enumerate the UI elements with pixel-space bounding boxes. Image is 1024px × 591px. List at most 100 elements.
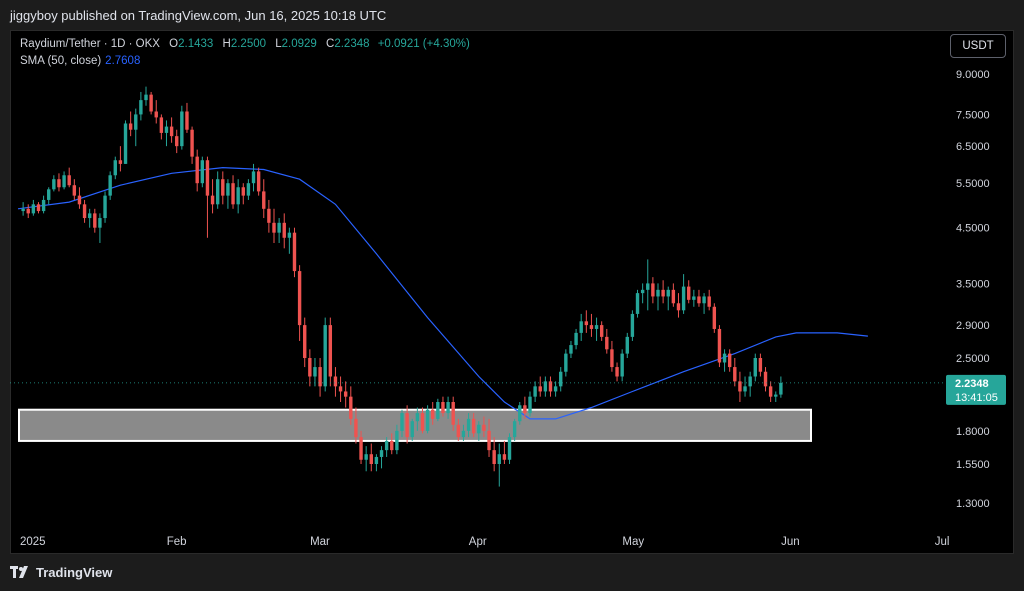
candle-body[interactable]	[594, 325, 599, 329]
candle-body[interactable]	[569, 345, 573, 354]
candle-body[interactable]	[205, 160, 210, 196]
candle-body[interactable]	[149, 94, 153, 112]
candle-body[interactable]	[308, 358, 312, 377]
candle-body[interactable]	[743, 386, 747, 392]
candle-body[interactable]	[461, 430, 466, 438]
candle-body[interactable]	[589, 325, 594, 329]
candle-body[interactable]	[512, 421, 517, 438]
candle-body[interactable]	[108, 175, 112, 196]
candle-body[interactable]	[727, 353, 732, 368]
candle-body[interactable]	[87, 213, 92, 219]
candle-body[interactable]	[374, 456, 379, 465]
candle-body[interactable]	[523, 405, 527, 414]
candle-body[interactable]	[72, 185, 77, 196]
candle-body[interactable]	[502, 454, 507, 460]
candle-body[interactable]	[482, 424, 486, 431]
candle-body[interactable]	[67, 175, 71, 186]
candle-body[interactable]	[722, 353, 727, 363]
candle-body[interactable]	[559, 371, 563, 387]
candle-body[interactable]	[349, 396, 353, 419]
candle-body[interactable]	[282, 222, 286, 238]
candle-body[interactable]	[471, 418, 476, 434]
candle-body[interactable]	[436, 402, 440, 419]
candle-body[interactable]	[303, 325, 307, 359]
candle-body[interactable]	[333, 376, 338, 387]
candle-body[interactable]	[451, 402, 455, 425]
candle-body[interactable]	[343, 391, 348, 397]
candle-body[interactable]	[748, 376, 752, 387]
chart-frame[interactable]	[10, 30, 1014, 554]
candle-body[interactable]	[768, 386, 773, 397]
candle-body[interactable]	[553, 386, 558, 392]
candle-body[interactable]	[400, 413, 404, 431]
candle-body[interactable]	[159, 117, 164, 133]
candle-body[interactable]	[487, 430, 491, 451]
candle-body[interactable]	[62, 175, 66, 188]
candle-body[interactable]	[36, 204, 41, 212]
candle-body[interactable]	[615, 367, 619, 377]
candle-body[interactable]	[466, 418, 471, 431]
candle-body[interactable]	[359, 437, 363, 460]
candle-body[interactable]	[287, 232, 292, 238]
candle-body[interactable]	[579, 321, 583, 333]
candle-body[interactable]	[779, 382, 783, 395]
candle-body[interactable]	[651, 283, 655, 297]
symbol-label[interactable]: Raydium/Tether · 1D · OKX	[20, 38, 160, 50]
candle-body[interactable]	[195, 156, 199, 184]
candle-body[interactable]	[128, 123, 133, 130]
candle-body[interactable]	[518, 405, 522, 422]
candle-body[interactable]	[656, 289, 660, 297]
candle-body[interactable]	[646, 283, 650, 290]
candle-body[interactable]	[431, 409, 435, 419]
candle-body[interactable]	[390, 440, 394, 451]
candle-body[interactable]	[574, 332, 578, 346]
candle-body[interactable]	[57, 179, 61, 188]
candle-body[interactable]	[564, 353, 568, 372]
candle-body[interactable]	[154, 111, 158, 118]
candle-body[interactable]	[139, 100, 143, 115]
candle-body[interactable]	[620, 353, 624, 377]
candle-body[interactable]	[200, 160, 205, 184]
candle-body[interactable]	[707, 296, 711, 307]
candle-body[interactable]	[533, 386, 537, 397]
candle-body[interactable]	[676, 303, 681, 311]
candle-body[interactable]	[492, 450, 496, 465]
candle-body[interactable]	[180, 111, 184, 147]
candle-body[interactable]	[410, 421, 414, 438]
candle-body[interactable]	[144, 94, 148, 101]
candle-body[interactable]	[262, 191, 266, 209]
candle-body[interactable]	[21, 208, 25, 212]
candle-body[interactable]	[210, 195, 215, 205]
candle-body[interactable]	[134, 114, 138, 130]
candle-body[interactable]	[369, 454, 373, 465]
candle-body[interactable]	[666, 289, 670, 297]
candle-body[interactable]	[702, 296, 706, 304]
candle-body[interactable]	[712, 306, 717, 329]
candle-body[interactable]	[251, 171, 256, 184]
candle-body[interactable]	[477, 424, 481, 434]
candle-body[interactable]	[497, 454, 501, 465]
candle-body[interactable]	[605, 336, 609, 350]
candle-body[interactable]	[661, 289, 665, 297]
candle-body[interactable]	[548, 381, 553, 392]
candle-body[interactable]	[231, 183, 235, 205]
candle-body[interactable]	[103, 195, 107, 219]
candle-body[interactable]	[318, 367, 322, 387]
candle-body[interactable]	[625, 336, 629, 354]
candle-body[interactable]	[113, 160, 117, 176]
candle-body[interactable]	[717, 328, 722, 363]
candle-body[interactable]	[405, 413, 409, 438]
candle-body[interactable]	[26, 208, 30, 214]
candle-body[interactable]	[272, 222, 276, 233]
candle-body[interactable]	[446, 402, 450, 414]
tradingview-logo[interactable]: TradingView	[10, 565, 112, 580]
candle-body[interactable]	[98, 218, 102, 228]
candle-body[interactable]	[379, 450, 384, 457]
candle-body[interactable]	[774, 394, 778, 397]
candle-body[interactable]	[292, 232, 297, 272]
candle-body[interactable]	[277, 222, 281, 233]
candle-body[interactable]	[758, 358, 763, 372]
candle-body[interactable]	[687, 286, 691, 300]
last-price-tag[interactable]	[946, 374, 1006, 405]
